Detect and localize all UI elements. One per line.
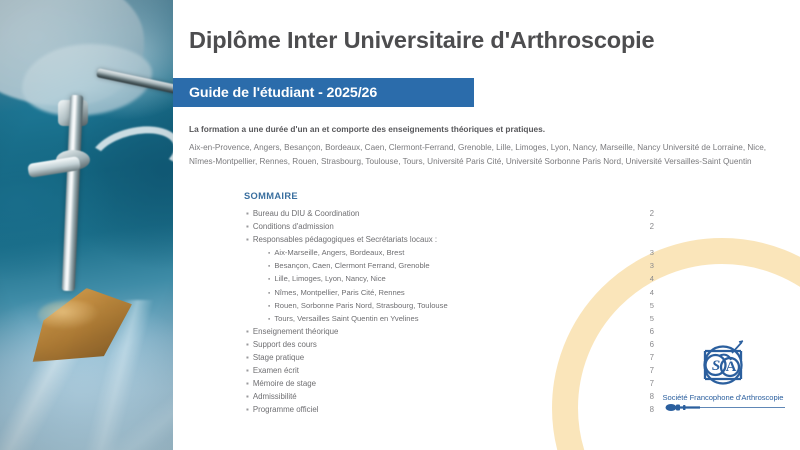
sommaire-entry[interactable]: ▪ Admissibilité 8	[244, 390, 654, 403]
bullet-icon: ▪	[246, 405, 249, 415]
sommaire-entry[interactable]: ▪ Examen écrit 7	[244, 364, 654, 377]
bullet-icon: ▪	[268, 302, 271, 310]
intro-cities-text: Aix-en-Provence, Angers, Besançon, Borde…	[189, 143, 767, 166]
sommaire-entry-label: Rouen, Sorbonne Paris Nord, Strasbourg, …	[274, 300, 448, 310]
bullet-icon: ▪	[268, 315, 271, 323]
sommaire-entry-label: Admissibilité	[252, 392, 297, 402]
sommaire-entry[interactable]: ▪ Mémoire de stage 7	[244, 377, 654, 390]
intro-lead-text: La formation a une durée d'un an et comp…	[189, 124, 546, 134]
sommaire-entry-label: Programme officiel	[252, 405, 319, 415]
bullet-icon: ▪	[268, 276, 271, 284]
sommaire-entry-page: 5	[649, 313, 654, 323]
sommaire-entry-label: Aix-Marseille, Angers, Bordeaux, Brest	[274, 248, 405, 258]
bullet-icon: ▪	[268, 250, 271, 258]
bullet-icon: ▪	[268, 289, 271, 297]
bullet-icon: ▪	[246, 366, 249, 376]
sommaire-entry-page: 8	[649, 392, 654, 402]
bullet-icon: ▪	[246, 222, 249, 232]
sommaire-entry[interactable]: ▪ Bureau du DIU & Coordination 2	[244, 207, 654, 220]
bullet-icon: ▪	[246, 353, 249, 363]
sommaire-entry-page: 7	[649, 366, 654, 376]
sommaire-entry[interactable]: ▪ Nîmes, Montpellier, Paris Cité, Rennes 4	[244, 286, 654, 299]
sommaire-entry-label: Mémoire de stage	[252, 379, 316, 389]
svg-text:A: A	[726, 359, 737, 375]
sommaire-entry[interactable]: ▪ Responsables pédagogiques et Secrétaria…	[244, 233, 654, 246]
content-panel: Diplôme Inter Universitaire d'Arthroscop…	[173, 0, 800, 450]
subtitle-banner: Guide de l'étudiant - 2025/26	[173, 78, 474, 107]
sommaire-section: SOMMAIRE ▪ Bureau du DIU & Coordination 2 ▪…	[244, 191, 654, 417]
photo-vignette	[0, 0, 173, 450]
sommaire-entry-page: 2	[649, 209, 654, 218]
sfa-circular-monogram-logo: S A	[703, 340, 744, 385]
sommaire-entry[interactable]: ▪ Support des cours 6	[244, 338, 654, 351]
arthroscope-underline-icon	[665, 404, 785, 411]
sommaire-entry[interactable]: ▪ Besançon, Caen, Clermont Ferrand, Greno…	[244, 259, 654, 272]
sommaire-entry-page: 3	[649, 261, 654, 271]
bullet-icon: ▪	[246, 326, 249, 336]
sommaire-list: ▪ Bureau du DIU & Coordination 2 ▪ Condition…	[244, 207, 654, 417]
sfa-logo-block: S A Société Francophone d'Arthroscopie	[653, 336, 793, 412]
sommaire-entry-label: Nîmes, Montpellier, Paris Cité, Rennes	[274, 287, 405, 297]
arthroscopy-photo	[0, 0, 173, 450]
sommaire-entry-label: Enseignement théorique	[252, 326, 339, 336]
bullet-icon: ▪	[246, 392, 249, 402]
sommaire-entry-page: 4	[649, 287, 654, 297]
sommaire-entry-page: 8	[649, 405, 654, 415]
sommaire-entry-label: Besançon, Caen, Clermont Ferrand, Grenob…	[274, 261, 430, 271]
sommaire-entry[interactable]: ▪ Enseignement théorique 6	[244, 325, 654, 338]
sfa-logo-caption: Société Francophone d'Arthroscopie	[662, 393, 784, 402]
svg-text:S: S	[712, 358, 720, 374]
sommaire-entry-page: 6	[649, 326, 654, 336]
sommaire-entry-label: Conditions d'admission	[252, 222, 334, 232]
bullet-icon: ▪	[246, 235, 249, 245]
sommaire-entry-label: Bureau du DIU & Coordination	[252, 209, 360, 218]
sommaire-entry-page: 4	[649, 274, 654, 284]
sommaire-entry-page: 2	[649, 222, 654, 232]
bullet-icon: ▪	[246, 379, 249, 389]
sommaire-heading: SOMMAIRE	[244, 191, 298, 201]
sommaire-entry-label: Lille, Limoges, Lyon, Nancy, Nice	[274, 274, 386, 284]
sommaire-entry[interactable]: ▪ Conditions d'admission 2	[244, 220, 654, 233]
sommaire-entry[interactable]: ▪ Stage pratique 7	[244, 351, 654, 364]
sommaire-entry[interactable]: ▪ Rouen, Sorbonne Paris Nord, Strasbourg,…	[244, 299, 654, 312]
subtitle-text: Guide de l'étudiant - 2025/26	[189, 84, 378, 101]
sommaire-entry-page: 7	[649, 353, 654, 363]
sommaire-entry[interactable]: ▪ Aix-Marseille, Angers, Bordeaux, Brest 3	[244, 246, 654, 259]
sommaire-entry-label: Responsables pédagogiques et Secrétariat…	[252, 235, 438, 245]
sommaire-entry[interactable]: ▪ Programme officiel 8	[244, 403, 654, 416]
sommaire-entry-label: Stage pratique	[252, 353, 305, 363]
sommaire-entry[interactable]: ▪ Lille, Limoges, Lyon, Nancy, Nice 4	[244, 272, 654, 285]
bullet-icon: ▪	[268, 263, 271, 271]
sommaire-entry-label: Examen écrit	[252, 366, 299, 376]
bullet-icon: ▪	[246, 339, 249, 349]
sommaire-entry-page: 6	[649, 339, 654, 349]
page-title: Diplôme Inter Universitaire d'Arthroscop…	[189, 27, 655, 53]
bullet-icon: ▪	[246, 209, 249, 218]
sommaire-entry[interactable]: ▪ Tours, Versailles Saint Quentin en Yvel…	[244, 312, 654, 325]
photo-skin-highlight	[38, 300, 100, 330]
sommaire-entry-label: Support des cours	[252, 339, 317, 349]
sommaire-entry-page: 7	[649, 379, 654, 389]
sommaire-entry-page: 3	[649, 248, 654, 258]
sommaire-entry-page: 5	[649, 300, 654, 310]
sommaire-entry-label: Tours, Versailles Saint Quentin en Yveli…	[274, 313, 419, 323]
